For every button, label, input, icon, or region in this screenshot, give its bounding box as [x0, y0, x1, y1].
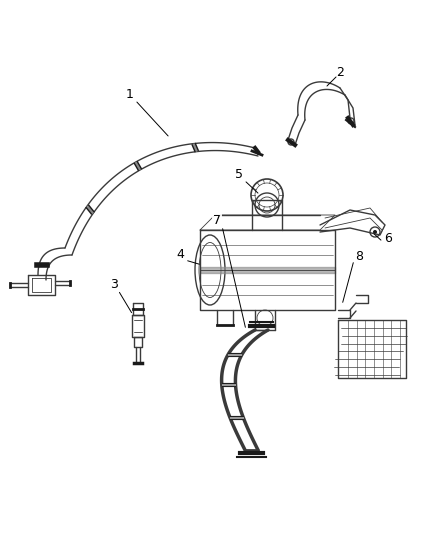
Circle shape	[373, 230, 377, 234]
Text: 4: 4	[176, 248, 184, 262]
Text: 2: 2	[336, 66, 344, 78]
Text: 6: 6	[384, 231, 392, 245]
Text: 3: 3	[110, 279, 118, 292]
Text: 1: 1	[126, 88, 134, 101]
Text: 5: 5	[235, 168, 243, 182]
Text: 7: 7	[213, 214, 221, 228]
Text: 8: 8	[355, 249, 363, 262]
